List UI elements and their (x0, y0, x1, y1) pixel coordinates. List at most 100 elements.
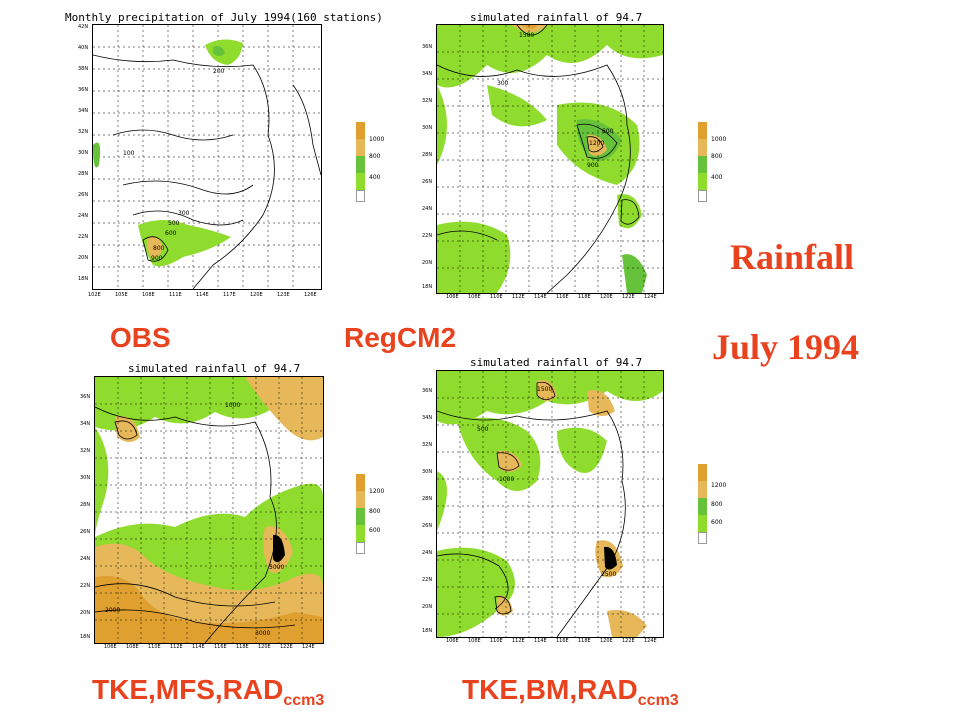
x-tick: 114E (192, 644, 205, 650)
contour-label: 3000 (255, 630, 270, 637)
y-tick: 30N (422, 469, 433, 475)
contour-label: 300 (178, 210, 190, 217)
y-tick: 22N (422, 233, 433, 239)
legend-swatch (698, 139, 707, 156)
simulated-rainfall-map: 300 600 900 1200 1500 (436, 24, 664, 294)
main-title-line2: July 1994 (712, 327, 860, 367)
x-tick: 120E (250, 292, 263, 298)
y-tick: 18N (422, 628, 433, 634)
y-tick: 30N (80, 475, 91, 481)
y-tick: 20N (80, 610, 91, 616)
legend-swatch (356, 190, 365, 202)
y-tick: 30N (78, 150, 89, 156)
contour-label: 5000 (269, 564, 284, 571)
legend-label: 1000 (369, 136, 385, 143)
y-tick: 24N (422, 206, 433, 212)
x-tick: 105E (115, 292, 128, 298)
y-axis-ticks: 36N 34N 32N 30N 28N 26N 24N 22N 20N 18N (422, 44, 436, 290)
contour-label: 1000 (499, 476, 514, 483)
contour-label: 600 (165, 230, 177, 237)
legend-label: 800 (369, 508, 381, 515)
y-tick: 26N (80, 529, 91, 535)
x-tick: 108E (468, 294, 481, 300)
simulated-rainfall-map: 1000 2000 3000 5000 (94, 376, 324, 644)
y-tick: 26N (422, 179, 433, 185)
panel-caption-tke-mfs: TKE,MFS,RADccm3 (92, 674, 324, 710)
contour-label: 1200 (589, 140, 604, 147)
panel-caption-regcm2: RegCM2 (344, 322, 457, 353)
y-tick: 32N (422, 98, 433, 104)
y-tick: 36N (80, 394, 91, 400)
legend-swatch (698, 190, 707, 202)
y-tick: 24N (80, 556, 91, 562)
y-tick: 26N (422, 523, 433, 529)
x-tick: 124E (644, 638, 657, 644)
y-tick: 24N (422, 550, 433, 556)
legend-label: 400 (369, 174, 381, 181)
contour-label: 1500 (519, 32, 534, 39)
x-tick: 124E (302, 644, 315, 650)
x-tick: 122E (622, 294, 635, 300)
color-legend: 1000 800 400 (698, 122, 726, 202)
x-tick: 110E (148, 644, 161, 650)
caption-main: TKE,BM,RAD (462, 674, 638, 705)
x-tick: 112E (512, 638, 525, 644)
contour-label: 500 (477, 426, 489, 433)
y-tick: 32N (78, 129, 89, 135)
contour-label: 900 (151, 255, 163, 262)
y-tick: 22N (78, 234, 89, 240)
contour-label: 600 (602, 128, 614, 135)
legend-label: 600 (369, 527, 381, 534)
legend-swatch (356, 525, 365, 542)
legend-label: 1200 (711, 482, 727, 489)
y-axis-ticks: 36N 34N 32N 30N 28N 26N 24N 22N 20N 18N (80, 394, 94, 640)
x-tick: 116E (556, 638, 569, 644)
legend-swatch (698, 481, 707, 498)
contour-label: 1500 (537, 386, 552, 393)
y-tick: 22N (422, 577, 433, 583)
precipitation-map: 200 100 300 500 600 800 900 (92, 24, 322, 290)
panel-caption-obs: OBS (110, 322, 171, 353)
x-tick: 110E (490, 294, 503, 300)
contour-label: 300 (497, 80, 509, 87)
x-tick: 120E (600, 294, 613, 300)
y-tick: 20N (422, 604, 433, 610)
y-tick: 20N (422, 260, 433, 266)
y-tick: 28N (78, 171, 89, 177)
color-legend: 1200 800 600 (356, 474, 384, 554)
panel-title: simulated rainfall of 94.7 (128, 362, 301, 375)
contour-label: 2000 (105, 607, 120, 614)
x-tick: 106E (104, 644, 117, 650)
x-tick: 118E (578, 638, 591, 644)
y-tick: 40N (78, 45, 89, 51)
x-tick: 120E (258, 644, 271, 650)
legend-swatch (356, 508, 365, 525)
legend-swatch (698, 156, 707, 173)
contour-label: 800 (153, 245, 165, 252)
y-tick: 20N (78, 255, 89, 261)
color-legend: 1000 800 400 (356, 122, 384, 202)
legend-swatch (356, 156, 365, 173)
x-tick: 106E (446, 638, 459, 644)
caption-main: TKE,MFS,RAD (92, 674, 284, 705)
y-tick: 28N (422, 496, 433, 502)
legend-swatch (356, 139, 365, 156)
y-tick: 28N (80, 502, 91, 508)
legend-swatch (698, 498, 707, 515)
x-tick: 122E (622, 638, 635, 644)
y-tick: 32N (422, 442, 433, 448)
legend-swatch (356, 122, 365, 139)
x-axis-ticks: 102E 105E 108E 111E 114E 117E 120E 123E … (88, 292, 328, 300)
legend-label: 1200 (369, 488, 385, 495)
x-tick: 120E (600, 638, 613, 644)
x-tick: 116E (214, 644, 227, 650)
y-axis-ticks: 36N 34N 32N 30N 28N 26N 24N 22N 20N 18N (422, 388, 436, 634)
legend-label: 800 (711, 501, 723, 508)
x-tick: 108E (142, 292, 155, 298)
color-legend: 1200 800 600 (698, 464, 726, 544)
legend-swatch (356, 491, 365, 508)
x-tick: 124E (644, 294, 657, 300)
x-tick: 118E (236, 644, 249, 650)
legend-label: 600 (711, 519, 723, 526)
x-tick: 116E (556, 294, 569, 300)
